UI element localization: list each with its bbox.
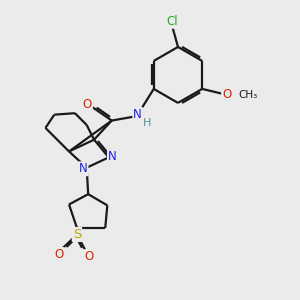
Text: O: O: [222, 88, 231, 101]
Text: CH₃: CH₃: [238, 90, 258, 100]
Text: N: N: [108, 150, 117, 163]
Text: N: N: [133, 108, 142, 121]
Text: O: O: [83, 98, 92, 111]
Text: S: S: [73, 228, 81, 241]
Text: O: O: [55, 248, 64, 261]
Text: Cl: Cl: [167, 15, 178, 28]
Text: N: N: [79, 162, 88, 175]
Text: O: O: [84, 250, 93, 263]
Text: H: H: [143, 118, 151, 128]
